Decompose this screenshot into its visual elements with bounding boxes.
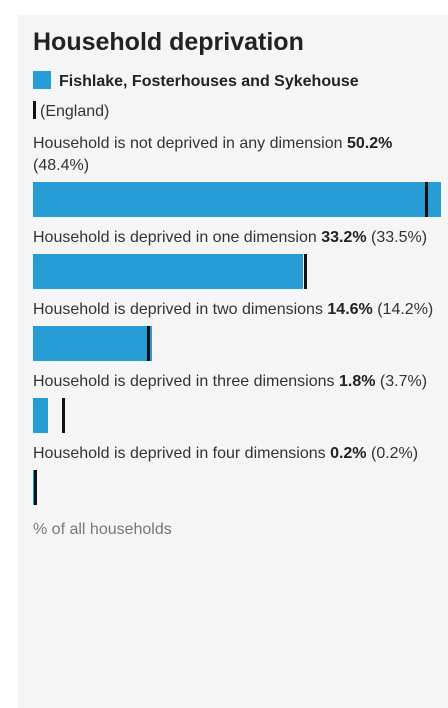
category-label: Household is deprived in two dimensions … xyxy=(33,299,441,321)
value-label: 1.8% xyxy=(338,373,376,390)
category-name: Household is deprived in three dimension… xyxy=(33,373,335,390)
bar xyxy=(33,326,152,361)
legend-swatch xyxy=(33,71,51,89)
comparison-marker xyxy=(147,326,151,361)
row: Household is deprived in four dimensions… xyxy=(33,443,441,505)
legend-entry: (England) xyxy=(33,101,441,123)
comparison-label: (0.2%) xyxy=(370,445,419,462)
comparison-marker xyxy=(425,182,429,217)
bar-track xyxy=(33,326,441,361)
category-name: Household is not deprived in any dimensi… xyxy=(33,135,343,152)
comparison-label: (14.2%) xyxy=(377,301,434,318)
chart: Household deprivation Fishlake, Fosterho… xyxy=(33,25,441,541)
comparison-label: (3.7%) xyxy=(379,373,428,390)
value-label: 33.2% xyxy=(321,229,367,246)
bar xyxy=(33,398,48,433)
category-label: Household is deprived in three dimension… xyxy=(33,371,441,393)
chart-title: Household deprivation xyxy=(33,28,304,56)
comparison-marker xyxy=(304,254,308,289)
category-name: Household is deprived in two dimensions xyxy=(33,301,323,318)
bar xyxy=(33,182,441,217)
row: Household is deprived in two dimensions … xyxy=(33,299,441,361)
category-label: Household is not deprived in any dimensi… xyxy=(33,133,441,177)
value-label: 0.2% xyxy=(330,445,367,462)
bar-track xyxy=(33,182,441,217)
chart-panel: Household deprivation Fishlake, Fosterho… xyxy=(18,15,448,708)
row: Household is not deprived in any dimensi… xyxy=(33,133,441,217)
category-label: Household is deprived in one dimension 3… xyxy=(33,227,441,249)
bar-track xyxy=(33,254,441,289)
legend-swatch xyxy=(33,101,36,119)
bar-track xyxy=(33,470,441,505)
category-name: Household is deprived in one dimension xyxy=(33,229,317,246)
row: Household is deprived in three dimension… xyxy=(33,371,441,433)
legend-label: (England) xyxy=(40,103,110,120)
comparison-marker xyxy=(33,470,37,505)
rows: Household is not deprived in any dimensi… xyxy=(33,133,441,505)
value-label: 14.6% xyxy=(327,301,373,318)
comparison-marker xyxy=(62,398,66,433)
bar-track xyxy=(33,398,441,433)
comparison-label: (33.5%) xyxy=(371,229,428,246)
comparison-label: (48.4%) xyxy=(33,157,90,174)
bar xyxy=(33,254,303,289)
x-axis-label: % of all households xyxy=(33,521,172,538)
legend-label: Fishlake, Fosterhouses and Sykehouse xyxy=(59,73,359,90)
row: Household is deprived in one dimension 3… xyxy=(33,227,441,289)
legend-entry: Fishlake, Fosterhouses and Sykehouse xyxy=(33,65,441,99)
value-label: 50.2% xyxy=(346,135,393,152)
category-label: Household is deprived in four dimensions… xyxy=(33,443,441,465)
category-name: Household is deprived in four dimensions xyxy=(33,445,326,462)
